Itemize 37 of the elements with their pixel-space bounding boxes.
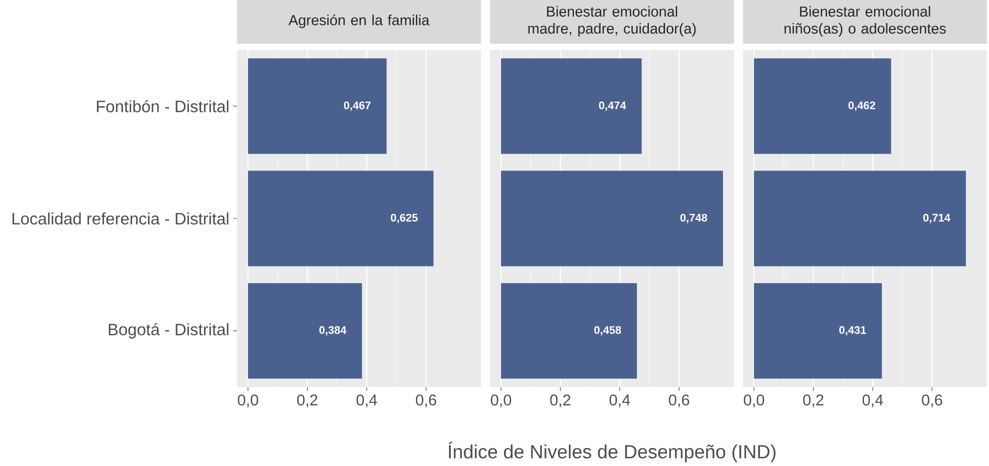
data-label: 0,467 — [344, 101, 371, 111]
chart-title: Bienestar emocional madre, padre, cuidador(a) — [528, 6, 696, 37]
x-tick-label: 0,2 — [550, 394, 570, 408]
bar — [500, 170, 724, 266]
data-label: 0,625 — [390, 214, 418, 224]
chart-title: Bienestar emocional niños(as) o adolescentes — [784, 6, 946, 37]
data-label: 0,458 — [594, 326, 622, 336]
bar — [500, 58, 642, 154]
x-tick-label: 0,4 — [610, 394, 630, 408]
x-tick-label: 0,6 — [668, 394, 690, 408]
bar — [248, 283, 362, 379]
x-tick-label: 0,4 — [862, 394, 884, 408]
y-tick-label: Bogotá - Distrital — [108, 323, 228, 339]
data-label: 0,384 — [319, 326, 346, 336]
data-label: 0,714 — [923, 214, 950, 224]
x-tick-label: 0,4 — [356, 394, 378, 408]
bar — [754, 283, 882, 379]
x-tick-label: 0,0 — [490, 394, 512, 408]
data-label: 0,474 — [599, 101, 626, 111]
x-axis-title: Índice de Niveles de Desempeño (IND) — [448, 442, 776, 462]
y-tick-label: Localidad referencia - Distrital — [12, 212, 228, 225]
x-tick-label: 0,6 — [416, 394, 436, 408]
bar — [754, 58, 892, 154]
x-tick-label: 0,2 — [803, 394, 824, 408]
data-label: 0,462 — [848, 101, 876, 111]
x-tick-label: 0,2 — [297, 394, 318, 408]
bar — [248, 58, 387, 154]
bar — [500, 283, 637, 379]
x-tick-label: 0,0 — [238, 394, 258, 408]
bar — [754, 170, 966, 266]
chart-title: Agresión en la familia — [288, 14, 430, 28]
data-label: 0,748 — [680, 214, 708, 224]
y-tick-label: Fontibón - Distrital — [96, 100, 228, 112]
x-tick-label: 0,0 — [744, 394, 764, 408]
bar — [248, 170, 434, 266]
x-tick-label: 0,6 — [922, 394, 942, 408]
data-label: 0,431 — [839, 326, 866, 336]
